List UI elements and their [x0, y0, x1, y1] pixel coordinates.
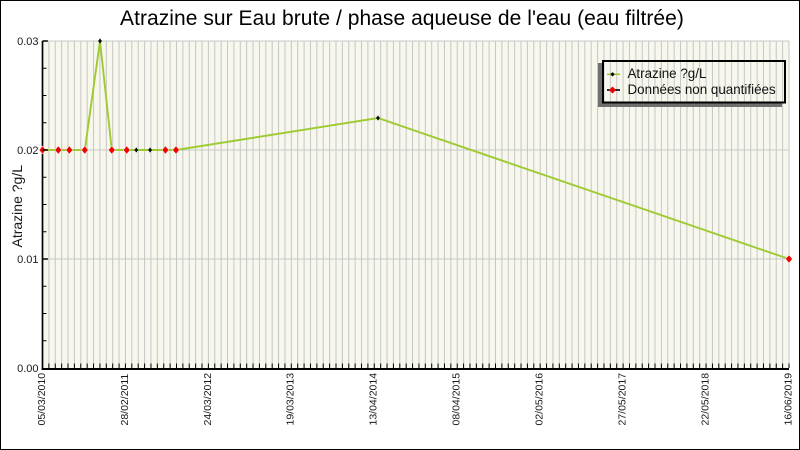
svg-text:05/03/2010: 05/03/2010 — [36, 373, 48, 426]
svg-text:16/06/2019: 16/06/2019 — [782, 373, 794, 426]
svg-text:Atrazine ?g/L: Atrazine ?g/L — [628, 66, 707, 81]
svg-text:0.00: 0.00 — [17, 363, 38, 375]
svg-text:Atrazine ?g/L: Atrazine ?g/L — [9, 165, 25, 248]
svg-text:Atrazine sur Eau brute / phase: Atrazine sur Eau brute / phase aqueuse d… — [120, 7, 684, 30]
svg-text:02/05/2016: 02/05/2016 — [534, 373, 546, 426]
svg-text:27/05/2017: 27/05/2017 — [617, 373, 629, 426]
svg-text:Données non quantifiées: Données non quantifiées — [628, 82, 776, 97]
svg-text:19/03/2013: 19/03/2013 — [285, 373, 297, 426]
svg-text:0.02: 0.02 — [17, 145, 38, 157]
svg-text:0.01: 0.01 — [17, 254, 38, 266]
svg-text:22/05/2018: 22/05/2018 — [700, 373, 712, 426]
svg-text:28/02/2011: 28/02/2011 — [119, 374, 131, 426]
svg-text:24/03/2012: 24/03/2012 — [202, 373, 214, 426]
svg-text:13/04/2014: 13/04/2014 — [368, 373, 380, 426]
svg-text:0.03: 0.03 — [17, 36, 38, 48]
svg-text:08/04/2015: 08/04/2015 — [451, 373, 463, 426]
